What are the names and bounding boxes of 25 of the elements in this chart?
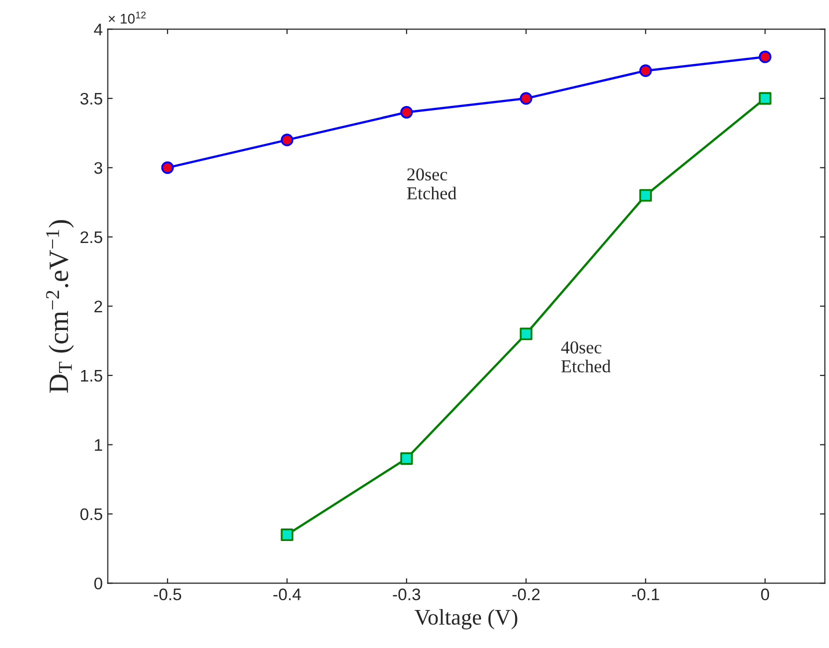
y-tick-label: 1.5 bbox=[81, 370, 102, 382]
point bbox=[520, 328, 532, 340]
series-label: 40sec Etched bbox=[561, 341, 611, 372]
point bbox=[280, 528, 294, 542]
point bbox=[758, 92, 772, 105]
y-tick-label: 3 bbox=[94, 162, 102, 174]
text: × 10$^{12}$ bbox=[108, 12, 146, 24]
y-tick-label: 3.5 bbox=[80, 92, 102, 105]
x-tick-label: -0.3 bbox=[392, 588, 420, 600]
point bbox=[400, 452, 413, 465]
text: 20sec Etched bbox=[407, 168, 456, 200]
x-tick-label: -0.2 bbox=[512, 588, 540, 600]
y-tick-label: 0 bbox=[94, 578, 102, 590]
point bbox=[639, 189, 652, 202]
x-tick-label: 0 bbox=[761, 588, 770, 600]
y-axis-title: D$_{T}$ (cm$^{−2}$.eV$^{−1}$) bbox=[46, 220, 74, 393]
x-tick-label: -0.4 bbox=[273, 588, 301, 600]
y-tick-label: 4 bbox=[94, 24, 102, 36]
x-tick-label: -0.1 bbox=[632, 588, 660, 600]
x-tick-label: -0.5 bbox=[154, 588, 182, 600]
y-tick-label: 2.5 bbox=[80, 231, 102, 244]
y-tick-label: 0.5 bbox=[80, 508, 102, 520]
y-tick-label: 2 bbox=[94, 300, 102, 312]
y-tick-label: 1 bbox=[94, 439, 102, 451]
x-axis-title: Voltage (V) bbox=[414, 609, 518, 630]
